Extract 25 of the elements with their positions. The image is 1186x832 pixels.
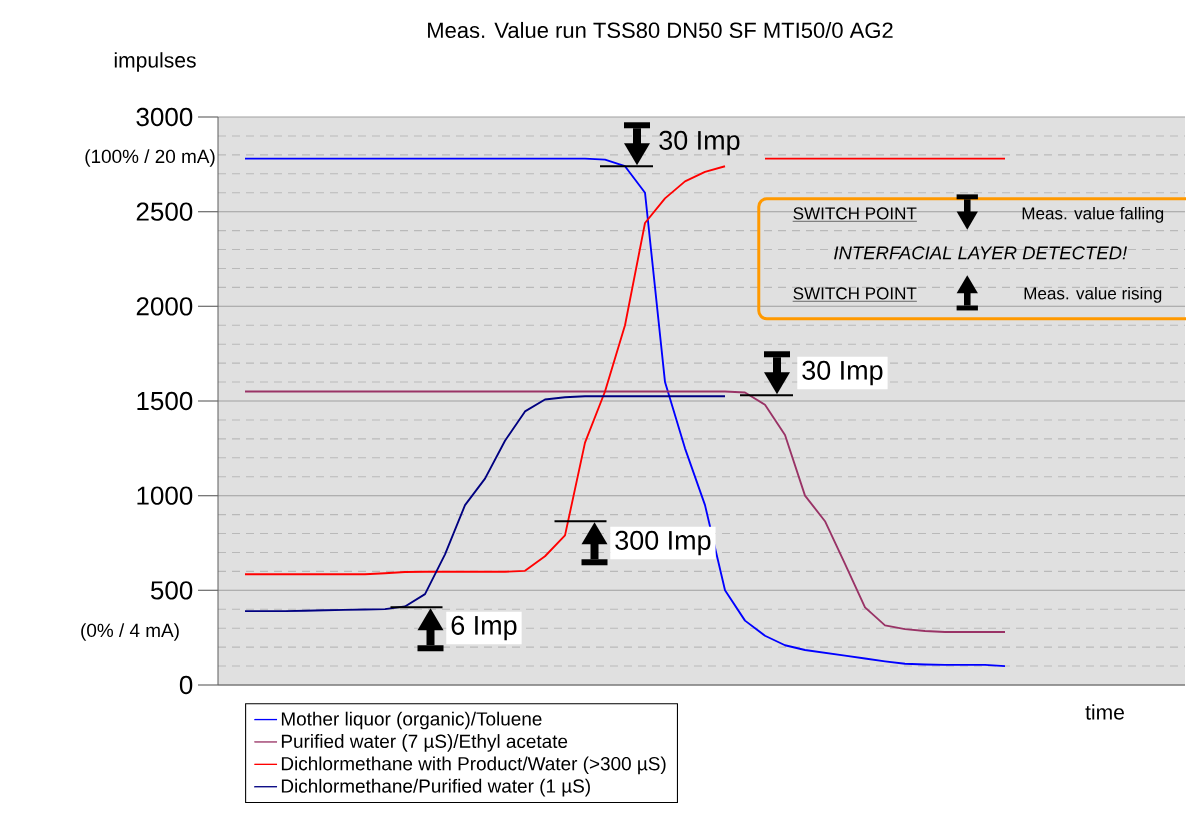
- y-tick-label: 2000: [136, 297, 193, 316]
- legend-label: Dichlormethane/Purified water (1 µS): [281, 778, 590, 797]
- annotation: 300 Imp: [615, 530, 711, 556]
- y-tick-label: 1500: [137, 391, 193, 411]
- annotation: SWITCH POINT: [793, 287, 917, 300]
- y-axis-title: impulses: [114, 52, 196, 72]
- legend-label: Purified water (7 µS)/Ethyl acetate: [281, 734, 568, 752]
- annotation: 6 Imp: [451, 615, 517, 641]
- text: (100% / 20 mA): [85, 149, 215, 167]
- text: Meas. value rising: [1024, 286, 1162, 303]
- y-tick-label: 3000: [136, 107, 193, 127]
- y-tick-label: 500: [150, 581, 193, 600]
- annotation: INTERFACIAL LAYER DETECTED!: [834, 246, 1127, 260]
- annotation: 30 Imp: [659, 130, 740, 156]
- x-axis-title: time: [1085, 704, 1124, 720]
- text: (0% / 4 mA): [81, 623, 179, 641]
- legend-label: Mother liquor (organic)/Toluene: [281, 711, 542, 730]
- y-tick-label: 0: [179, 675, 193, 695]
- text: Meas. value falling: [1022, 206, 1164, 223]
- chart-title: Meas. Value run TSS80 DN50 SF MTI50/0 AG2: [428, 21, 893, 39]
- legend-label: Dichlormethane with Product/Water (>300 µS): [281, 756, 666, 775]
- y-tick-label: 1000: [137, 486, 193, 505]
- y-tick-label: 2500: [136, 202, 193, 221]
- annotation: SWITCH POINT: [793, 207, 917, 220]
- annotation: 30 Imp: [802, 360, 883, 386]
